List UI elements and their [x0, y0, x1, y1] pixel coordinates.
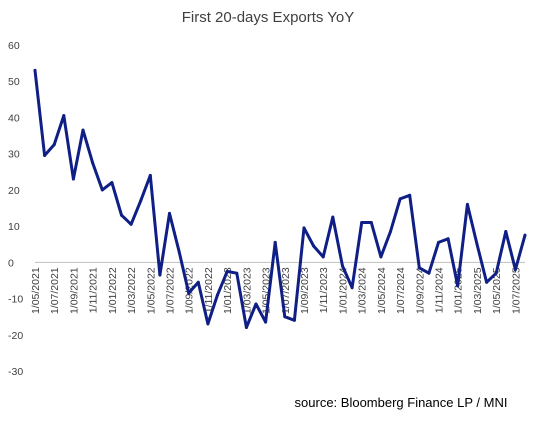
x-tick-label: 1/03/2023	[241, 267, 253, 314]
data-point	[43, 154, 47, 157]
x-tick-label: 1/01/2024	[337, 267, 349, 314]
data-point	[110, 181, 114, 185]
series-points	[33, 68, 527, 329]
chart-title: First 20-days Exports YoY	[182, 9, 355, 26]
data-point	[129, 222, 133, 226]
data-point	[485, 280, 489, 284]
x-tick-label: 1/05/2025	[491, 267, 503, 314]
data-point	[244, 326, 248, 329]
data-point	[225, 269, 229, 273]
source-note: source: Bloomberg Finance LP / MNI	[295, 395, 508, 410]
y-tick-label: 30	[8, 149, 20, 161]
x-tick-label: 1/05/2024	[376, 267, 388, 314]
data-point	[148, 173, 152, 177]
data-point	[379, 255, 383, 259]
x-tick-label: 1/09/2024	[414, 267, 426, 314]
data-point	[62, 114, 66, 118]
data-point	[398, 197, 402, 201]
data-point	[341, 264, 344, 268]
data-point	[504, 230, 508, 233]
data-point	[427, 271, 431, 275]
x-tick-label: 1/07/2024	[395, 267, 407, 314]
y-tick-label: 50	[8, 76, 20, 88]
data-point	[437, 240, 440, 244]
data-point	[81, 128, 85, 132]
x-tick-label: 1/07/2022	[165, 267, 177, 314]
x-tick-label: 1/11/2024	[434, 267, 446, 313]
y-tick-label: 20	[8, 185, 20, 197]
y-tick-label: 0	[8, 257, 14, 269]
data-point	[465, 202, 469, 206]
y-tick-label: 60	[8, 40, 20, 52]
data-point	[389, 230, 392, 233]
data-point	[177, 250, 181, 253]
data-point	[235, 271, 239, 275]
x-axis: 1/05/2021 1/07/2021 1/09/2021 1/11/2021 1/01…	[30, 267, 522, 314]
y-tick-label: 10	[8, 221, 20, 233]
data-point	[283, 315, 287, 319]
x-tick-label: 1/03/2025	[472, 267, 484, 314]
data-point	[494, 271, 498, 275]
x-tick-label: 1/05/2022	[145, 267, 157, 314]
x-tick-label: 1/07/2021	[49, 267, 61, 314]
data-point	[417, 266, 421, 270]
data-point	[446, 237, 450, 241]
data-point	[369, 221, 373, 224]
x-tick-label: 1/01/2022	[107, 267, 119, 314]
data-point	[254, 302, 258, 306]
series-line	[33, 68, 527, 329]
data-point	[408, 193, 412, 197]
x-tick-label: 1/03/2024	[357, 267, 369, 314]
data-point	[158, 273, 162, 277]
x-tick-label: 1/01/2023	[222, 267, 234, 314]
data-point	[273, 240, 277, 244]
data-point	[100, 188, 104, 192]
data-point	[456, 284, 460, 288]
data-point	[312, 244, 316, 248]
y-tick-label: -20	[8, 330, 23, 342]
data-point	[206, 322, 210, 326]
data-point	[139, 199, 143, 203]
data-point	[91, 161, 95, 165]
x-tick-label: 1/07/2025	[510, 267, 522, 314]
y-tick-label: -30	[8, 366, 23, 378]
data-point	[264, 320, 268, 324]
data-point	[350, 286, 354, 290]
data-point	[71, 177, 75, 181]
y-tick-label: -10	[8, 294, 23, 306]
data-point	[196, 280, 200, 284]
data-point	[120, 213, 123, 217]
data-point	[216, 293, 219, 297]
x-tick-label: 1/11/2022	[203, 267, 215, 313]
data-point	[475, 242, 479, 246]
x-tick-label: 1/05/2021	[30, 267, 42, 314]
data-point	[513, 268, 517, 272]
data-point	[331, 215, 335, 219]
data-point	[302, 226, 306, 230]
x-tick-label: 1/09/2021	[68, 267, 80, 314]
data-point	[52, 143, 56, 147]
x-tick-label: 1/11/2021	[88, 267, 100, 313]
data-point	[321, 255, 325, 259]
x-tick-label: 1/11/2023	[318, 267, 330, 313]
x-tick-label: 1/03/2022	[126, 267, 138, 314]
data-point	[360, 221, 364, 224]
data-point	[523, 233, 527, 237]
data-point	[187, 291, 191, 295]
y-axis: 60 50 40 30 20 10 0 -10 -20 -30	[8, 40, 23, 378]
y-tick-label: 40	[8, 112, 20, 124]
data-point	[33, 68, 37, 72]
data-point	[292, 318, 296, 322]
x-tick-label: 1/09/2023	[299, 267, 311, 314]
data-point	[168, 211, 171, 215]
